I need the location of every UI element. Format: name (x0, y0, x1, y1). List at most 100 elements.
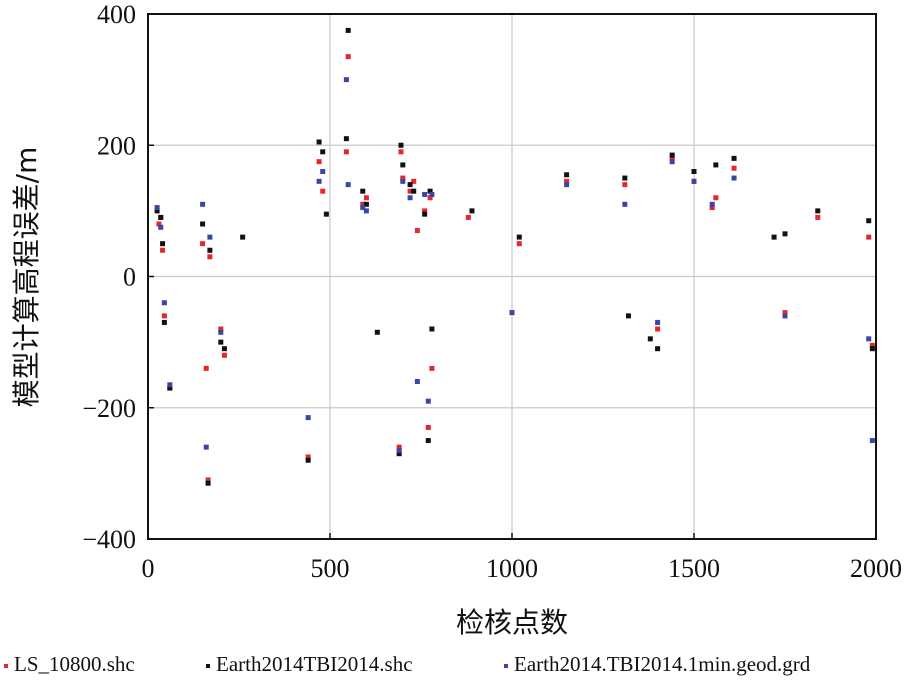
data-point (207, 247, 213, 253)
data-point (564, 178, 570, 184)
data-point (782, 310, 788, 316)
data-point (427, 195, 433, 201)
data-point (709, 201, 715, 207)
data-point (516, 241, 522, 247)
data-point (771, 234, 777, 240)
data-point (343, 136, 349, 142)
legend-item-earth2014-shc: Earth2014TBI2014.shc (206, 652, 413, 677)
data-point (731, 175, 737, 181)
legend-label-ls10800: LS_10800.shc (14, 652, 135, 676)
data-point (218, 326, 224, 332)
data-point (218, 339, 224, 345)
y-tick-label: −200 (82, 394, 136, 423)
data-point (516, 234, 522, 240)
data-point (411, 188, 417, 194)
x-axis-ticks: 0 500 1000 1500 2000 (142, 533, 902, 583)
legend-label-earth2014-shc: Earth2014TBI2014.shc (216, 652, 413, 676)
data-point (203, 444, 209, 450)
data-point (427, 188, 433, 194)
legend-swatch-blue (504, 664, 508, 669)
data-point (154, 205, 160, 211)
data-point (869, 346, 875, 352)
data-point (343, 77, 349, 83)
data-point (161, 300, 167, 306)
data-point (160, 247, 166, 253)
data-point (400, 162, 406, 168)
data-point (713, 162, 719, 168)
x-tick-label: 500 (311, 554, 350, 583)
data-point (782, 231, 788, 237)
series-2 (154, 77, 875, 453)
data-point (396, 447, 402, 453)
data-point (345, 27, 351, 33)
legend-item-ls10800: LS_10800.shc (4, 652, 135, 677)
data-point (316, 178, 322, 184)
series-0 (156, 54, 875, 483)
legend-swatch-black (206, 664, 210, 669)
data-point (407, 182, 413, 188)
chart-legend: LS_10800.shc Earth2014TBI2014.shc Earth2… (0, 652, 912, 682)
y-tick-label: 200 (97, 131, 136, 160)
data-point (422, 191, 428, 197)
data-point (429, 191, 435, 197)
data-points (154, 27, 875, 486)
series-1 (154, 27, 875, 486)
y-axis-ticks: 400 200 0 −200 −400 (82, 0, 154, 554)
data-point (469, 208, 475, 214)
data-point (866, 336, 872, 342)
data-point (691, 169, 697, 174)
data-point (158, 224, 164, 230)
data-point (158, 214, 164, 220)
data-point (422, 211, 428, 217)
x-tick-label: 2000 (850, 554, 902, 583)
data-point (398, 149, 404, 155)
data-point (203, 365, 209, 371)
data-point (429, 365, 435, 371)
data-point (869, 342, 875, 348)
data-point (866, 218, 872, 224)
data-point (422, 208, 428, 214)
data-point (305, 457, 311, 463)
data-point (316, 159, 322, 165)
data-point (396, 444, 402, 450)
y-tick-label: 0 (123, 263, 136, 292)
data-point (323, 211, 329, 217)
data-point (713, 195, 719, 201)
y-axis-title: 模型计算高程误差/m (10, 147, 43, 408)
data-point (345, 182, 351, 188)
data-point (207, 254, 213, 260)
data-point (160, 241, 166, 247)
data-point (161, 313, 167, 319)
data-point (205, 477, 211, 483)
data-point (154, 208, 160, 214)
data-point (400, 175, 406, 181)
data-point (669, 152, 675, 158)
data-point (407, 195, 413, 201)
legend-item-earth2014-grd: Earth2014.TBI2014.1min.geod.grd (504, 652, 810, 677)
data-point (691, 178, 697, 184)
x-tick-label: 1000 (486, 554, 538, 583)
data-point (363, 201, 369, 207)
data-point (400, 178, 406, 184)
data-point (305, 454, 311, 460)
data-point (622, 175, 628, 181)
data-point (429, 326, 435, 332)
data-point (305, 415, 311, 421)
data-point (407, 188, 413, 194)
data-point (731, 165, 737, 171)
data-point (709, 205, 715, 211)
data-point (207, 234, 213, 240)
data-point (782, 313, 788, 319)
data-point (200, 221, 206, 227)
data-point (414, 228, 420, 234)
data-point (425, 424, 431, 430)
data-point (156, 221, 162, 227)
data-point (363, 208, 369, 214)
data-point (221, 352, 227, 358)
data-point (622, 182, 628, 188)
data-point (205, 480, 211, 486)
data-point (200, 201, 206, 207)
data-point (647, 336, 653, 342)
x-tick-label: 1500 (668, 554, 720, 583)
